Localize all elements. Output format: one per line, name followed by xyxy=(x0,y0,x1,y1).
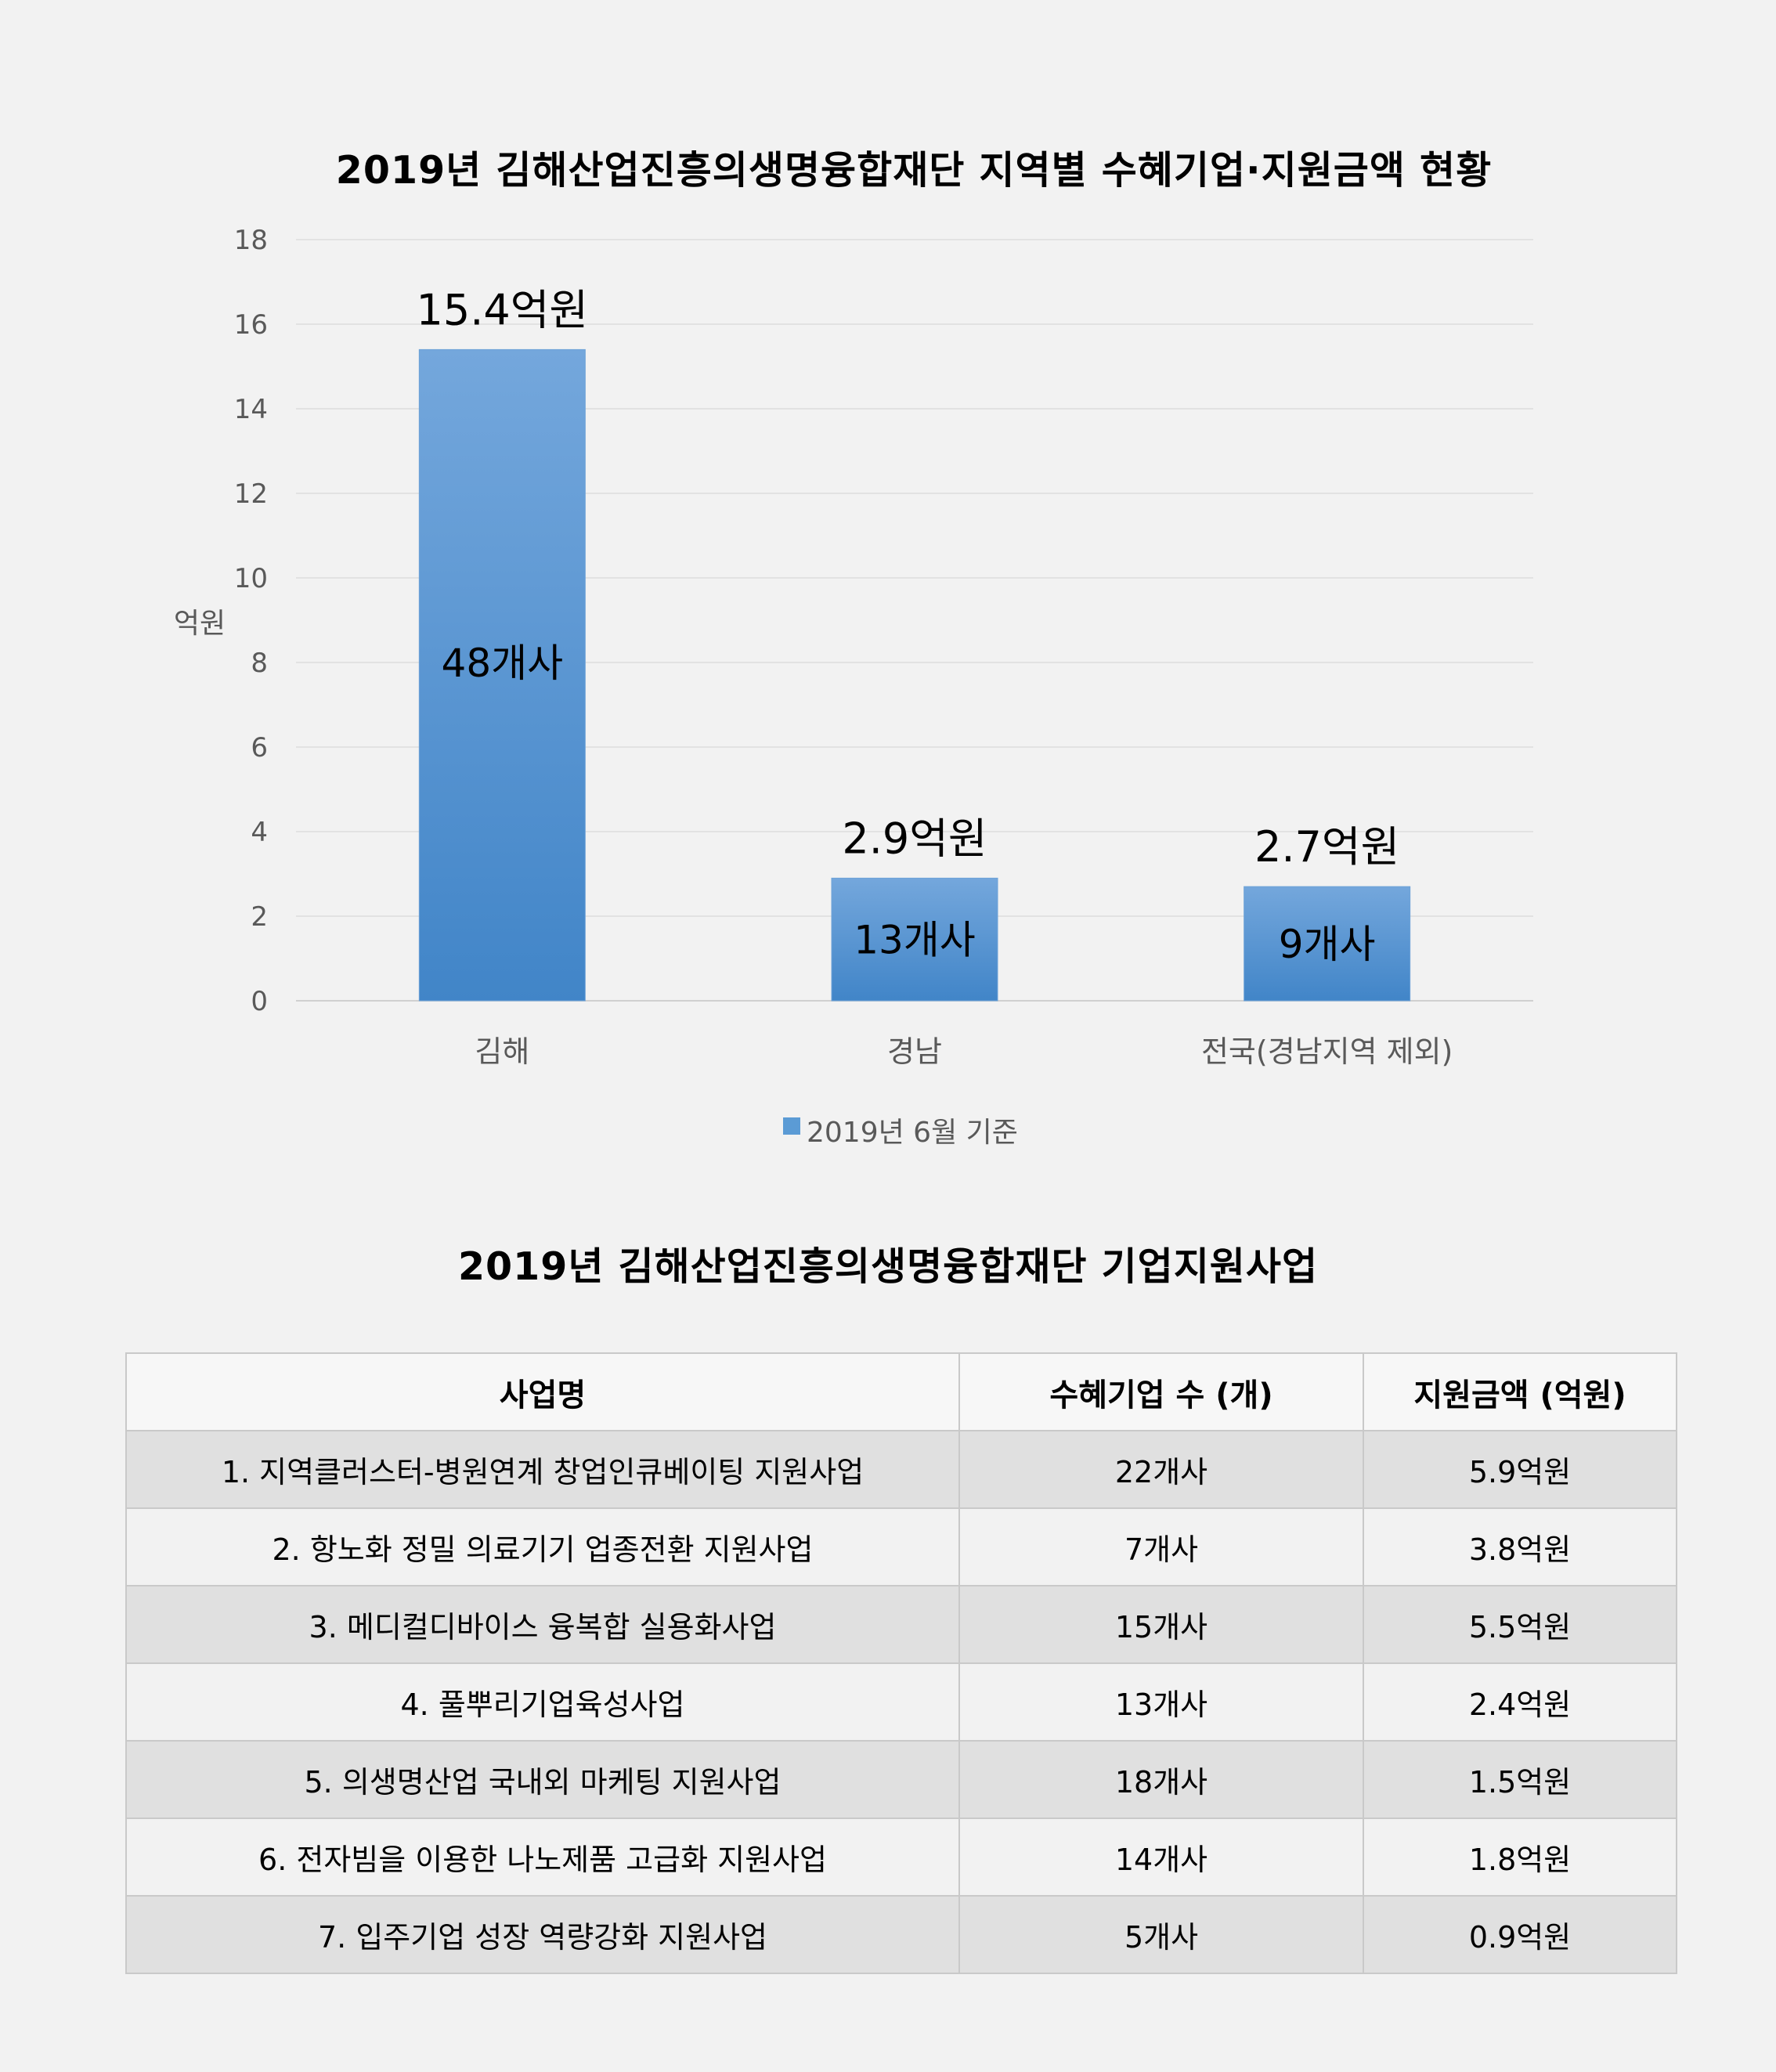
y-tick-label: 8 xyxy=(251,648,268,679)
table-row: 2. 항노화 정밀 의료기기 업종전환 지원사업 7개사 3.8억원 xyxy=(125,1507,1677,1586)
x-category-label: 전국(경남지역 제외) xyxy=(1201,1034,1453,1069)
program-name-cell: 6. 전자빔을 이용한 나노제품 고급화 지원사업 xyxy=(125,1818,960,1897)
program-name-cell: 7. 입주기업 성장 역량강화 지원사업 xyxy=(125,1895,960,1974)
support-amount-cell: 0.9억원 xyxy=(1363,1895,1677,1974)
bar-value-label: 2.7억원 xyxy=(1254,822,1399,872)
y-tick-label: 16 xyxy=(234,309,268,341)
table-row: 7. 입주기업 성장 역량강화 지원사업 5개사 0.9억원 xyxy=(125,1895,1677,1974)
legend-swatch xyxy=(783,1117,800,1135)
y-axis-label: 억원 xyxy=(174,608,226,640)
program-name-cell: 3. 메디컬디바이스 융복합 실용화사업 xyxy=(125,1585,960,1664)
table-header-row: 사업명 수혜기업 수 (개) 지원금액 (억원) xyxy=(125,1352,1677,1431)
bar xyxy=(418,348,586,1002)
support-program-table: 사업명 수혜기업 수 (개) 지원금액 (억원) 1. 지역클러스터-병원연계 … xyxy=(125,1352,1677,1974)
header-company-count: 수혜기업 수 (개) xyxy=(958,1352,1364,1431)
bar-chart: 0 2 4 6 8 10 12 14 16 18 15.4억원 48개사 2.9억원 13개사 2.7억원… xyxy=(174,225,1533,1069)
support-amount-cell: 1.8억원 xyxy=(1363,1818,1677,1897)
chart-title: 2019년 김해산업진흥의생명융합재단 지역별 수혜기업·지원금액 현황 xyxy=(335,148,1493,193)
company-count-cell: 5개사 xyxy=(958,1895,1364,1974)
bar-value-label: 2.9억원 xyxy=(842,814,987,863)
table-row: 1. 지역클러스터-병원연계 창업인큐베이팅 지원사업 22개사 5.9억원 xyxy=(125,1430,1677,1509)
bar xyxy=(1244,886,1411,1002)
support-amount-cell: 3.8억원 xyxy=(1363,1507,1677,1586)
table-row: 6. 전자빔을 이용한 나노제품 고급화 지원사업 14개사 1.8억원 xyxy=(125,1818,1677,1897)
table-title: 2019년 김해산업진흥의생명융합재단 기업지원사업 xyxy=(457,1244,1319,1289)
company-count-cell: 7개사 xyxy=(958,1507,1364,1586)
x-axis-categories: 김해 경남 전국(경남지역 제외) xyxy=(475,1034,1453,1069)
program-name-cell: 2. 항노화 정밀 의료기기 업종전환 지원사업 xyxy=(125,1507,960,1586)
table-row: 3. 메디컬디바이스 융복합 실용화사업 15개사 5.5억원 xyxy=(125,1585,1677,1664)
table-row: 5. 의생명산업 국내외 마케팅 지원사업 18개사 1.5억원 xyxy=(125,1740,1677,1819)
y-tick-label: 4 xyxy=(251,817,268,848)
bars: 15.4억원 48개사 2.9억원 13개사 2.7억원 9개사 xyxy=(417,285,1411,1002)
x-category-label: 김해 xyxy=(475,1034,529,1069)
company-count-cell: 15개사 xyxy=(958,1585,1364,1664)
y-tick-label: 6 xyxy=(251,732,268,763)
x-category-label: 경남 xyxy=(887,1034,942,1069)
y-tick-label: 10 xyxy=(234,563,268,594)
legend: 2019년 6월 기준 xyxy=(783,1110,1018,1150)
header-program-name: 사업명 xyxy=(125,1352,960,1431)
y-tick-label: 14 xyxy=(234,394,268,425)
bar-inner-label: 13개사 xyxy=(854,918,976,963)
program-name-cell: 1. 지역클러스터-병원연계 창업인큐베이팅 지원사업 xyxy=(125,1430,960,1509)
legend-label: 2019년 6월 기준 xyxy=(807,1117,1018,1149)
support-amount-cell: 1.5억원 xyxy=(1363,1740,1677,1819)
bar-inner-label: 9개사 xyxy=(1279,922,1376,967)
company-count-cell: 14개사 xyxy=(958,1818,1364,1897)
y-tick-label: 18 xyxy=(234,225,268,256)
y-axis-ticks: 0 2 4 6 8 10 12 14 16 18 xyxy=(234,225,268,1017)
support-amount-cell: 5.5억원 xyxy=(1363,1585,1677,1664)
program-name-cell: 4. 풀뿌리기업육성사업 xyxy=(125,1662,960,1742)
support-amount-cell: 2.4억원 xyxy=(1363,1662,1677,1742)
y-tick-label: 2 xyxy=(251,901,268,933)
company-count-cell: 13개사 xyxy=(958,1662,1364,1742)
header-support-amount: 지원금액 (억원) xyxy=(1363,1352,1677,1431)
support-amount-cell: 5.9억원 xyxy=(1363,1430,1677,1509)
bar-inner-label: 48개사 xyxy=(442,641,564,686)
y-tick-label: 12 xyxy=(234,478,268,510)
company-count-cell: 18개사 xyxy=(958,1740,1364,1819)
company-count-cell: 22개사 xyxy=(958,1430,1364,1509)
table-row: 4. 풀뿌리기업육성사업 13개사 2.4억원 xyxy=(125,1662,1677,1742)
bar xyxy=(831,877,998,1002)
program-name-cell: 5. 의생명산업 국내외 마케팅 지원사업 xyxy=(125,1740,960,1819)
y-tick-label: 0 xyxy=(251,986,268,1017)
bar-value-label: 15.4억원 xyxy=(417,285,589,334)
